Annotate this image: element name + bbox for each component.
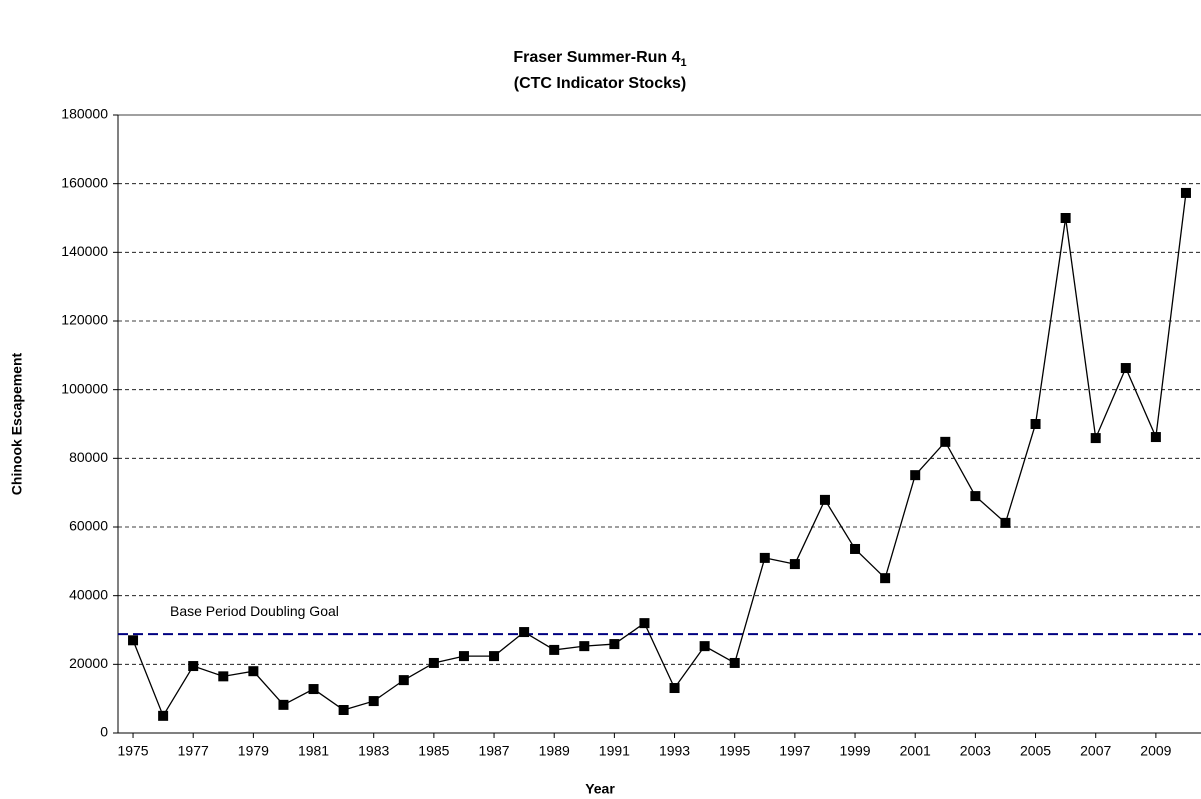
x-tick-label: 2007 (1080, 743, 1111, 759)
data-point (218, 671, 229, 682)
data-point (669, 683, 680, 694)
data-point (789, 559, 800, 570)
y-tick-label: 0 (100, 724, 108, 740)
data-point (398, 675, 409, 686)
x-axis-label: Year (585, 781, 615, 797)
data-point (699, 641, 710, 652)
x-tick-label: 1991 (599, 743, 630, 759)
data-point (609, 639, 620, 650)
x-tick-label: 2001 (900, 743, 931, 759)
x-tick-label: 1983 (358, 743, 389, 759)
data-point (759, 552, 770, 563)
data-point (1030, 419, 1041, 429)
chart-title: Fraser Summer-Run 41 (513, 49, 686, 69)
x-tick-label: 1993 (659, 743, 690, 759)
data-point (819, 494, 830, 505)
reference-label: Base Period Doubling Goal (170, 603, 339, 619)
data-point (1060, 213, 1071, 223)
title-main: Fraser Summer-Run 4 (513, 49, 680, 66)
x-tick-label: 1985 (418, 743, 449, 759)
data-point (428, 657, 439, 668)
data-point (970, 491, 981, 502)
x-tick-label: 1989 (539, 743, 570, 759)
data-point (940, 436, 951, 447)
y-axis-label: Chinook Escapement (9, 352, 25, 495)
y-tick-label: 60000 (69, 518, 108, 534)
data-point (278, 699, 289, 710)
x-tick-label: 1997 (779, 743, 810, 759)
x-tick-label: 1979 (238, 743, 269, 759)
y-tick-label: 40000 (69, 586, 108, 602)
y-tick-label: 20000 (69, 655, 108, 671)
x-tick-label: 1995 (719, 743, 750, 759)
data-point (880, 573, 891, 584)
y-tick-label: 180000 (61, 106, 108, 122)
chart-subtitle: (CTC Indicator Stocks) (514, 75, 686, 92)
data-point (248, 666, 259, 677)
data-point (1150, 432, 1161, 443)
data-point (729, 657, 740, 668)
data-point (1120, 363, 1131, 374)
data-point (128, 635, 139, 646)
data-point (308, 684, 319, 695)
x-tick-label: 2005 (1020, 743, 1051, 759)
data-point (458, 651, 469, 662)
data-point (1000, 517, 1011, 528)
data-point (158, 710, 169, 721)
x-tick-label: 1981 (298, 743, 329, 759)
data-point (579, 641, 590, 652)
data-point (1180, 187, 1191, 198)
y-tick-label: 100000 (61, 380, 108, 396)
data-point (850, 543, 861, 554)
title-subscript: 1 (681, 57, 687, 69)
y-tick-label: 160000 (61, 174, 108, 190)
x-tick-label: 2003 (960, 743, 991, 759)
x-tick-label: 1999 (839, 743, 870, 759)
data-point (910, 470, 921, 481)
data-point (549, 644, 560, 655)
y-tick-label: 80000 (69, 449, 108, 465)
x-tick-label: 2009 (1140, 743, 1171, 759)
data-point (368, 696, 379, 707)
data-point (338, 704, 349, 715)
data-point (489, 651, 500, 662)
series-line (132, 192, 1187, 718)
y-tick-label: 120000 (61, 312, 108, 328)
x-tick-label: 1987 (478, 743, 509, 759)
data-point (639, 618, 650, 629)
y-tick-label: 140000 (61, 243, 108, 259)
x-tick-label: 1975 (117, 743, 148, 759)
data-point (188, 661, 199, 672)
data-point (519, 627, 530, 638)
x-tick-label: 1977 (178, 743, 209, 759)
data-point (1090, 433, 1101, 444)
